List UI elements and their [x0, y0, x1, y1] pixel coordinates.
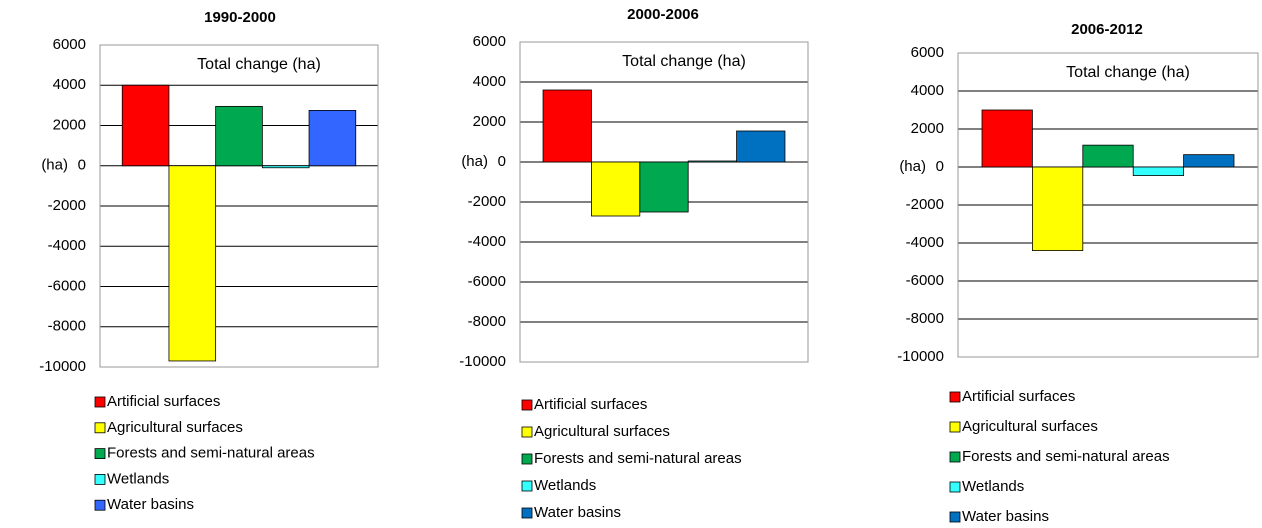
chart-title: 2000-2006	[627, 6, 699, 23]
plot-border	[957, 52, 1259, 358]
annotation: Total change (ha)	[1066, 64, 1190, 81]
legend-swatch	[521, 507, 533, 519]
bar	[542, 89, 592, 163]
legend-label: Forests and semi-natural areas	[107, 445, 315, 462]
legend-swatch	[949, 421, 961, 433]
y-tick-label: 0	[936, 158, 944, 175]
y-tick-label: -6000	[906, 272, 944, 289]
y-tick-label: 6000	[473, 33, 506, 50]
legend-label: Water basins	[107, 496, 194, 513]
legend-label: Forests and semi-natural areas	[534, 450, 742, 467]
bar	[308, 110, 357, 167]
y-tick-label: -8000	[468, 313, 506, 330]
y-tick-label: 6000	[53, 36, 86, 53]
bar	[121, 84, 170, 167]
legend-label: Forests and semi-natural areas	[962, 448, 1170, 465]
y-tick-label: -10000	[897, 348, 944, 365]
y-axis-label: (ha)	[41, 157, 68, 174]
chart-title: 1990-2000	[204, 9, 276, 26]
y-tick-label: -6000	[48, 277, 86, 294]
y-tick-label: 0	[498, 153, 506, 170]
y-tick-label: 2000	[911, 120, 944, 137]
bar	[168, 165, 217, 362]
y-tick-label: 0	[78, 157, 86, 174]
y-tick-label: 2000	[473, 113, 506, 130]
legend-label: Agricultural surfaces	[107, 419, 243, 436]
legend-label: Water basins	[962, 508, 1049, 523]
annotation: Total change (ha)	[197, 56, 321, 73]
annotation: Total change (ha)	[622, 53, 746, 70]
y-tick-label: -4000	[48, 237, 86, 254]
y-tick-label: 4000	[53, 76, 86, 93]
legend-swatch	[949, 511, 961, 523]
legend-swatch	[94, 499, 106, 511]
bar	[591, 161, 641, 217]
legend-swatch	[521, 453, 533, 465]
bar	[1183, 154, 1235, 168]
bar	[736, 130, 786, 163]
legend-swatch	[521, 399, 533, 411]
y-tick-label: -4000	[468, 233, 506, 250]
y-tick-label: -2000	[48, 197, 86, 214]
legend-swatch	[94, 396, 106, 408]
plot-border	[99, 44, 379, 368]
y-tick-label: -10000	[459, 353, 506, 370]
legend-label: Wetlands	[962, 478, 1024, 495]
legend-swatch	[949, 481, 961, 493]
legend-swatch	[94, 473, 106, 485]
legend-label: Artificial surfaces	[107, 393, 220, 410]
legend-label: Wetlands	[534, 477, 596, 494]
plot-border	[519, 41, 809, 363]
legend-swatch	[949, 391, 961, 403]
legend-swatch	[949, 451, 961, 463]
legend-label: Artificial surfaces	[962, 388, 1075, 405]
legend-swatch	[94, 448, 106, 460]
y-tick-label: -8000	[906, 310, 944, 327]
bar	[981, 109, 1033, 168]
y-tick-label: 4000	[911, 82, 944, 99]
y-tick-label: 6000	[911, 44, 944, 61]
chart-title: 2006-2012	[1071, 21, 1143, 38]
y-tick-label: -2000	[468, 193, 506, 210]
y-axis-label: (ha)	[899, 158, 926, 175]
y-axis-label: (ha)	[461, 153, 488, 170]
bar	[1032, 166, 1084, 251]
legend-swatch	[521, 426, 533, 438]
legend-label: Artificial surfaces	[534, 396, 647, 413]
y-tick-label: 2000	[53, 116, 86, 133]
bar	[1082, 144, 1134, 168]
legend-label: Agricultural surfaces	[534, 423, 670, 440]
legend-swatch	[94, 422, 106, 434]
y-tick-label: -8000	[48, 318, 86, 335]
bar	[1132, 166, 1184, 176]
y-tick-label: 4000	[473, 73, 506, 90]
bar	[687, 160, 737, 163]
y-tick-label: -10000	[39, 358, 86, 375]
y-tick-label: -6000	[468, 273, 506, 290]
y-tick-label: -4000	[906, 234, 944, 251]
legend-label: Wetlands	[107, 470, 169, 487]
legend-swatch	[521, 480, 533, 492]
legend-label: Water basins	[534, 504, 621, 521]
bar	[261, 165, 310, 169]
bar	[215, 105, 263, 167]
bar	[639, 161, 689, 213]
y-tick-label: -2000	[906, 196, 944, 213]
legend-label: Agricultural surfaces	[962, 418, 1098, 435]
